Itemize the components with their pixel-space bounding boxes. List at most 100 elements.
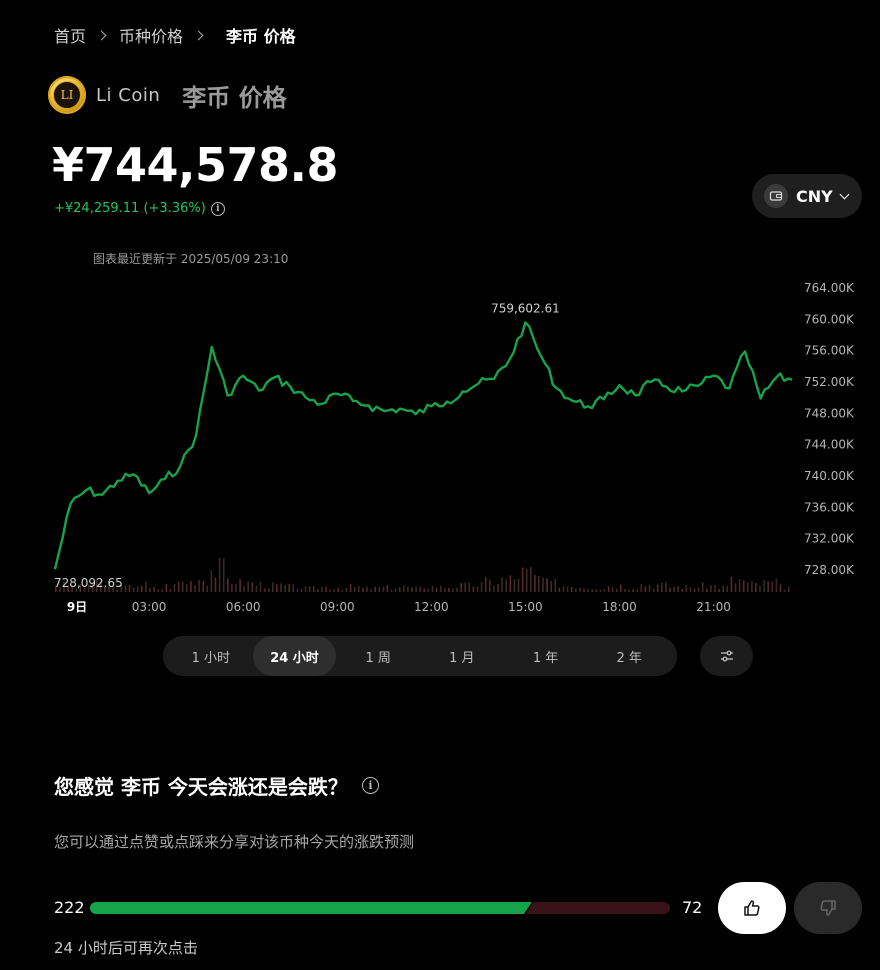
volume-bar bbox=[312, 586, 315, 592]
x-tick-label: 15:00 bbox=[508, 600, 543, 614]
price-chart[interactable]: 759,602.61 728,092.65 728.00K 732.00K 736.… bbox=[0, 270, 880, 620]
tab-1y[interactable]: 1 年 bbox=[532, 650, 559, 666]
info-icon[interactable]: i bbox=[210, 201, 225, 216]
volume-bar bbox=[263, 588, 266, 592]
volume-bar bbox=[636, 589, 638, 592]
info-icon[interactable]: i bbox=[361, 777, 379, 794]
volume-bar bbox=[79, 584, 82, 592]
volume-bar bbox=[186, 584, 188, 592]
volume-bar bbox=[227, 578, 229, 592]
volume-bar bbox=[771, 581, 774, 592]
volume-bar bbox=[333, 589, 335, 592]
breadcrumb-home[interactable]: 首页 bbox=[54, 27, 87, 46]
breadcrumb-prices[interactable]: 币种价格 bbox=[119, 27, 184, 46]
x-tick-label: 21:00 bbox=[696, 600, 731, 614]
volume-bar bbox=[509, 575, 512, 592]
volume-bar bbox=[210, 570, 213, 592]
volume-bar bbox=[452, 588, 454, 592]
volume-bar bbox=[378, 586, 381, 592]
volume-bar bbox=[685, 584, 688, 592]
volume-bar bbox=[530, 567, 532, 592]
volume-bar bbox=[460, 583, 462, 592]
volume-bar bbox=[554, 578, 557, 592]
current-price: ¥744,578.8 bbox=[52, 138, 339, 192]
tab-2y[interactable]: 2 年 bbox=[616, 650, 642, 666]
volume-bar bbox=[575, 588, 577, 592]
volume-bar bbox=[566, 586, 569, 592]
y-tick-label: 764.00K bbox=[804, 281, 855, 295]
thumbs-down-button[interactable] bbox=[794, 882, 862, 934]
volume-bar bbox=[157, 588, 159, 592]
price-line bbox=[53, 321, 793, 570]
thumbs-up-icon bbox=[744, 900, 760, 916]
volume-bar bbox=[87, 584, 90, 592]
up-vote-count: 222 bbox=[54, 898, 85, 917]
volume-bar bbox=[693, 588, 696, 592]
volume-bar bbox=[145, 581, 147, 592]
volume-bar bbox=[214, 577, 217, 592]
x-tick-label: 18:00 bbox=[602, 600, 637, 614]
volume-bar bbox=[472, 586, 475, 592]
chart-settings-button[interactable] bbox=[700, 636, 753, 676]
thumbs-up-button[interactable] bbox=[718, 882, 786, 934]
volume-bar bbox=[767, 581, 769, 592]
volume-bar bbox=[243, 586, 245, 592]
volume-bar bbox=[112, 584, 114, 592]
volume-bar bbox=[108, 584, 110, 592]
volume-bar bbox=[456, 587, 458, 592]
volume-bar bbox=[755, 583, 757, 592]
currency-selector[interactable]: CNY bbox=[752, 174, 862, 218]
volume-bar bbox=[521, 567, 524, 592]
y-tick-label: 744.00K bbox=[804, 438, 855, 452]
volume-bar bbox=[165, 584, 168, 592]
volume-bar bbox=[656, 584, 659, 592]
volume-bar bbox=[259, 581, 262, 592]
vote-cooldown-note: 24 小时后可再次点击 bbox=[54, 939, 198, 957]
volume-bar bbox=[362, 587, 364, 592]
volume-bar bbox=[620, 584, 622, 592]
down-vote-count: 72 bbox=[682, 898, 703, 917]
tab-1w[interactable]: 1 周 bbox=[365, 650, 391, 666]
volume-bar bbox=[562, 586, 565, 592]
volume-bar bbox=[759, 585, 761, 592]
volume-bar bbox=[747, 582, 749, 592]
volume-bar bbox=[83, 587, 86, 592]
volume-bar bbox=[722, 585, 724, 592]
tab-1m[interactable]: 1 月 bbox=[449, 650, 475, 666]
tab-24h[interactable]: 24 小时 bbox=[252, 636, 337, 676]
volume-bar bbox=[583, 588, 585, 592]
volume-bar bbox=[550, 580, 552, 592]
volume-bar bbox=[665, 581, 667, 592]
volume-bar bbox=[141, 585, 143, 592]
volume-bar bbox=[419, 586, 421, 592]
chart-updated-time: 图表最近更新于 2025/05/09 23:10 bbox=[93, 252, 289, 266]
y-tick-label: 728.00K bbox=[804, 563, 855, 577]
volume-bar bbox=[734, 583, 737, 592]
volume-bar bbox=[116, 589, 118, 592]
volume-bar bbox=[222, 558, 225, 592]
volume-bar bbox=[55, 585, 57, 592]
volume-bar bbox=[706, 588, 708, 592]
volume-bar bbox=[341, 589, 344, 592]
volume-bar bbox=[558, 587, 561, 592]
coin-header: LI Li Coin 李币 价格 bbox=[48, 76, 287, 114]
volume-bar bbox=[542, 577, 544, 592]
volume-bar bbox=[358, 586, 360, 592]
volume-bar bbox=[787, 586, 790, 592]
volume-bar bbox=[742, 580, 745, 592]
currency-label: CNY bbox=[796, 186, 833, 206]
volume-bar bbox=[489, 579, 491, 592]
volume-bar bbox=[538, 576, 540, 592]
tab-1h[interactable]: 1 小时 bbox=[191, 650, 231, 666]
price-change-value: +¥24,259.11 (+3.36%) bbox=[54, 201, 206, 216]
volume-bar bbox=[411, 587, 413, 592]
volume-bar bbox=[431, 585, 434, 592]
volume-bar bbox=[169, 588, 172, 592]
volume-bar bbox=[370, 589, 372, 592]
volume-bar bbox=[644, 586, 647, 592]
volume-bar bbox=[718, 589, 720, 592]
volume-bar bbox=[648, 584, 651, 592]
volume-bar bbox=[276, 584, 278, 592]
volume-bar bbox=[689, 587, 692, 592]
volume-bar bbox=[337, 587, 340, 592]
